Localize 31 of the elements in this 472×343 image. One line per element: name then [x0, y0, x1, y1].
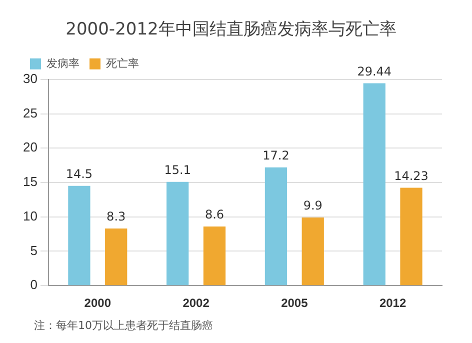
data-label: 29.44	[357, 64, 392, 78]
x-tick-label: 2012	[379, 296, 406, 310]
y-tick-label: 0	[30, 277, 38, 292]
bar	[302, 218, 324, 286]
bar	[68, 186, 90, 286]
chart-title: 2000-2012年中国结直肠癌发病率与死亡率	[66, 20, 396, 40]
data-label: 17.2	[262, 148, 290, 163]
x-tick-label: 2005	[281, 296, 308, 310]
legend-label: 发病率	[46, 56, 80, 70]
y-tick-label: 5	[30, 242, 38, 258]
y-tick-label: 15	[22, 174, 38, 190]
legend-label: 死亡率	[106, 56, 139, 70]
x-tick-label: 2002	[182, 296, 210, 310]
bar	[363, 83, 386, 286]
y-tick-label: 20	[22, 140, 38, 155]
bar	[264, 167, 288, 286]
x-tick-label: 2000	[84, 296, 112, 310]
y-tick-label: 30	[22, 70, 38, 86]
data-label: 15.1	[164, 162, 191, 177]
data-label: 14.5	[66, 167, 93, 182]
data-label: 9.9	[303, 198, 322, 213]
data-label: 8.6	[204, 208, 224, 222]
y-tick-label: 10	[22, 208, 38, 224]
bar	[166, 182, 189, 286]
y-tick-label: 25	[22, 105, 38, 120]
bar	[400, 188, 422, 286]
data-label: 14.23	[394, 168, 428, 183]
data-label: 8.3	[106, 210, 126, 224]
bar	[203, 226, 226, 286]
bar	[105, 228, 128, 286]
text: 注：每年10万以上患者死于结直肠癌	[34, 318, 213, 333]
